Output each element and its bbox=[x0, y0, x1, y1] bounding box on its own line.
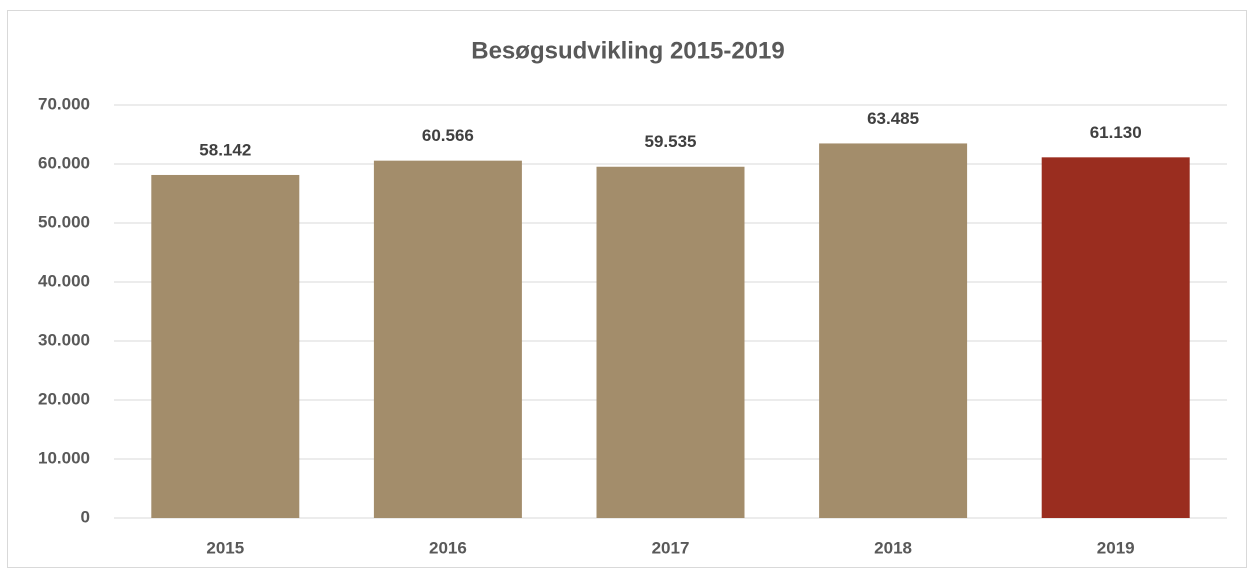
y-tick-label: 0 bbox=[81, 507, 90, 526]
y-tick-label: 50.000 bbox=[38, 212, 90, 231]
value-label: 61.130 bbox=[1090, 123, 1142, 142]
value-label: 58.142 bbox=[199, 140, 251, 159]
y-tick-label: 60.000 bbox=[38, 153, 90, 172]
x-tick-label: 2016 bbox=[429, 538, 467, 557]
value-label: 60.566 bbox=[422, 126, 474, 145]
y-tick-label: 70.000 bbox=[38, 94, 90, 113]
x-tick-label: 2019 bbox=[1097, 538, 1135, 557]
bar bbox=[151, 174, 300, 518]
value-label: 63.485 bbox=[867, 109, 919, 128]
x-tick-label: 2017 bbox=[652, 538, 690, 557]
y-tick-label: 10.000 bbox=[38, 448, 90, 467]
y-tick-label: 40.000 bbox=[38, 271, 90, 290]
x-tick-label: 2018 bbox=[874, 538, 912, 557]
bar bbox=[373, 160, 522, 519]
y-tick-label: 30.000 bbox=[38, 330, 90, 349]
value-label: 59.535 bbox=[645, 132, 697, 151]
y-tick-label: 20.000 bbox=[38, 389, 90, 408]
bar bbox=[596, 166, 745, 518]
bar bbox=[819, 143, 968, 518]
chart-title: Besøgsudvikling 2015-2019 bbox=[471, 37, 784, 64]
bar bbox=[1041, 157, 1190, 518]
x-tick-label: 2015 bbox=[206, 538, 244, 557]
